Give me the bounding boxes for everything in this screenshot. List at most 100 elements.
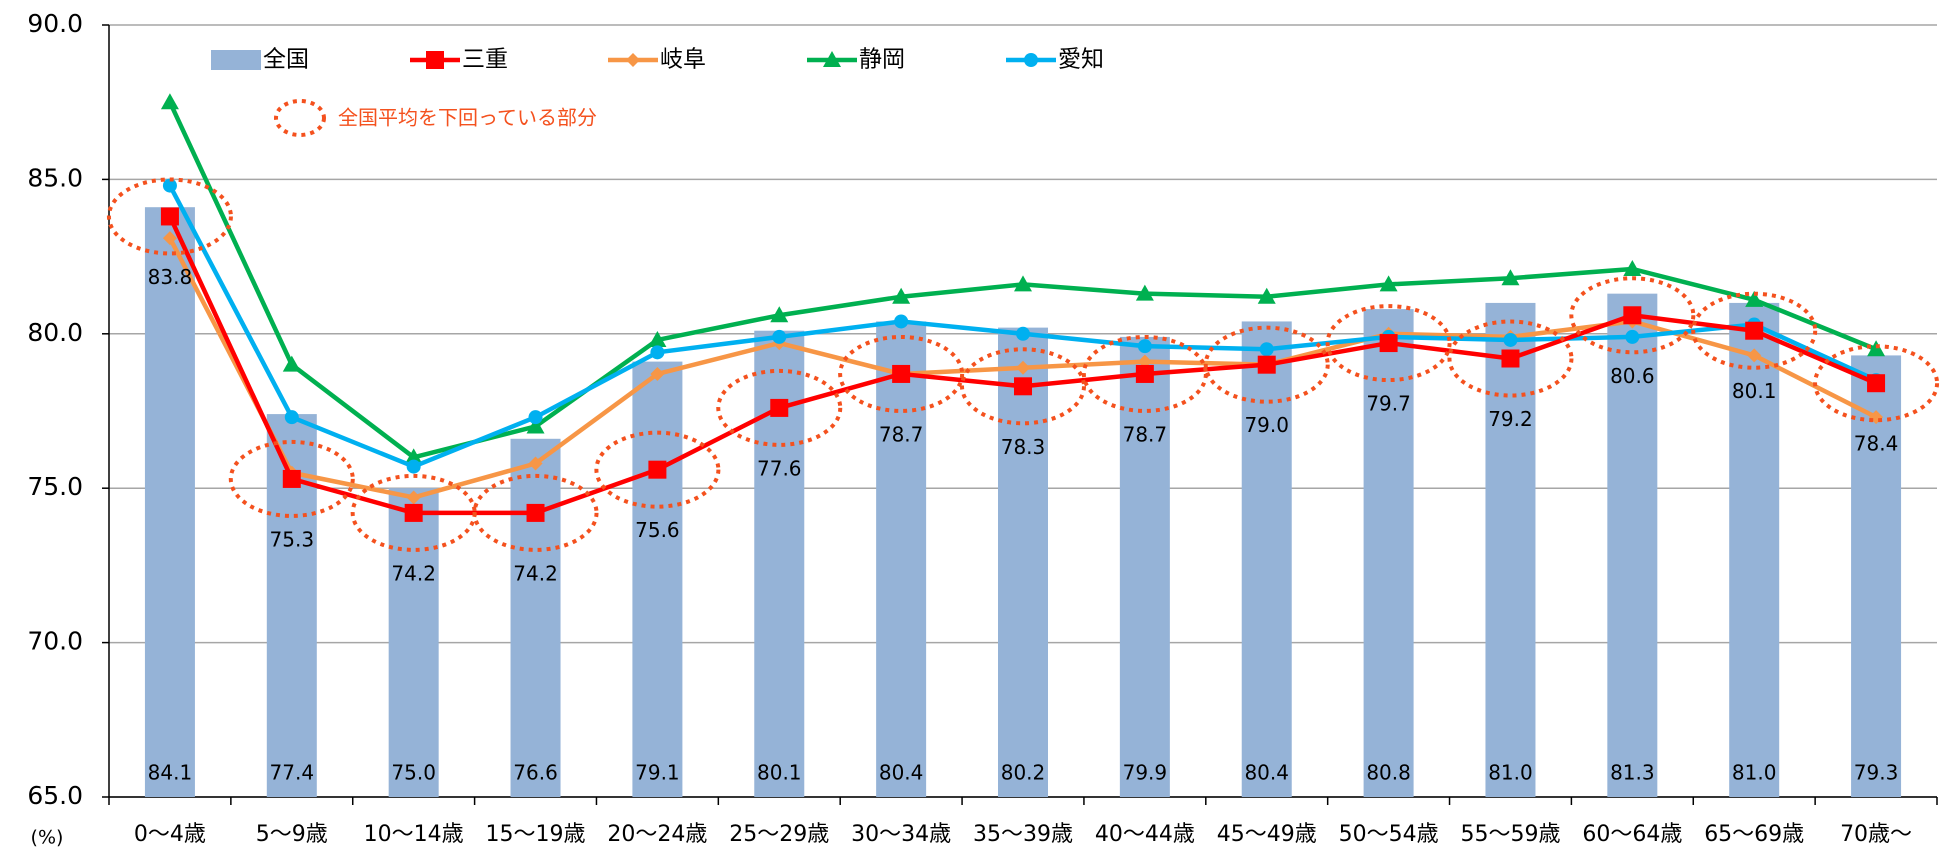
bar [1119, 336, 1170, 797]
marker [892, 287, 911, 304]
bar-value-label: 75.0 [391, 761, 436, 785]
bar-value-label: 81.3 [1610, 761, 1655, 785]
marker [1747, 348, 1762, 363]
x-tick-label: 0～4歳 [134, 822, 206, 847]
x-tick-label: 15～19歳 [486, 822, 586, 847]
marker [650, 366, 665, 381]
marker [1745, 321, 1764, 340]
line-value-label: 78.3 [1001, 435, 1046, 459]
x-tick-label: 60～64歳 [1582, 822, 1682, 847]
line-value-label: 80.6 [1610, 364, 1655, 388]
below-average-circle [106, 177, 233, 256]
below-average-circle [716, 368, 843, 447]
legend-label: 静岡 [859, 47, 905, 73]
below-average-circle [1569, 276, 1696, 355]
x-tick-label: 70歳～ [1840, 822, 1912, 847]
legend-marker [426, 51, 444, 69]
y-tick-label: 70.0 [27, 627, 83, 656]
marker [284, 410, 299, 425]
marker [528, 410, 543, 425]
x-tick-label: 30～34歳 [851, 822, 951, 847]
marker [1501, 269, 1520, 286]
line-value-label: 77.6 [757, 456, 802, 480]
marker [1259, 342, 1274, 357]
marker [1016, 360, 1030, 375]
bar [144, 207, 195, 797]
x-tick-label: 25～29歳 [729, 822, 829, 847]
x-tick-label: 10～14歳 [364, 822, 464, 847]
line-value-label: 78.7 [1123, 422, 1168, 446]
bar [876, 321, 927, 797]
marker [770, 306, 789, 323]
marker [1503, 332, 1518, 347]
marker [1867, 374, 1886, 393]
x-tick-label: 35～39歳 [973, 822, 1073, 847]
x-tick-label: 40～44歳 [1095, 822, 1195, 847]
bar [1729, 302, 1780, 797]
marker [1135, 364, 1154, 383]
bar [1607, 293, 1658, 797]
legend-swatch [211, 50, 261, 70]
marker [894, 314, 909, 329]
marker [526, 503, 545, 522]
x-tick-label: 45～49歳 [1217, 822, 1317, 847]
below-average-circle [1813, 344, 1940, 423]
marker [526, 417, 545, 434]
marker [1257, 287, 1276, 304]
marker [162, 178, 177, 193]
x-tick-label: 55～59歳 [1460, 822, 1560, 847]
marker [1137, 339, 1152, 354]
below-average-circle [472, 473, 599, 552]
bar [1485, 302, 1536, 797]
bar [1241, 321, 1292, 797]
bar-value-label: 80.4 [879, 761, 924, 785]
marker [404, 503, 423, 522]
x-tick-label: 20～24歳 [607, 822, 707, 847]
marker [1379, 275, 1398, 292]
marker [160, 93, 179, 110]
marker [406, 459, 421, 474]
marker [1257, 355, 1276, 374]
bar-value-label: 80.2 [1001, 761, 1046, 785]
marker [1625, 329, 1640, 344]
legend-label: 全国 [263, 47, 309, 73]
below-average-circle [594, 430, 721, 509]
marker [162, 231, 177, 246]
below-average-circle [228, 439, 355, 518]
annotation-label: 全国平均を下回っている部分 [338, 106, 597, 130]
marker [1014, 377, 1032, 396]
y-unit-label: (%) [31, 827, 64, 849]
bar [1363, 309, 1414, 797]
marker [160, 207, 179, 226]
marker [528, 456, 543, 471]
line-value-label: 74.2 [513, 561, 558, 585]
marker [1501, 349, 1520, 368]
bar-value-label: 79.1 [635, 761, 680, 785]
marker [282, 355, 301, 372]
x-tick-label: 65～69歳 [1704, 822, 1804, 847]
legend-label: 愛知 [1058, 47, 1104, 73]
line-value-label: 75.6 [635, 518, 680, 542]
y-tick-label: 90.0 [27, 9, 83, 38]
bar-value-label: 84.1 [148, 761, 193, 785]
bar-value-label: 80.1 [757, 761, 802, 785]
bar-value-label: 79.3 [1854, 761, 1899, 785]
below-average-circle [960, 347, 1086, 426]
legend-marker [823, 51, 841, 67]
marker [648, 330, 667, 347]
x-tick-label: 5～9歳 [256, 822, 328, 847]
bar-value-label: 81.0 [1488, 761, 1533, 785]
marker [1745, 290, 1764, 307]
legend-label: 三重 [462, 47, 508, 73]
marker [1379, 334, 1398, 353]
legend-label: 岐阜 [660, 47, 706, 73]
y-tick-label: 75.0 [27, 472, 83, 501]
marker [282, 469, 301, 488]
legend-marker [1024, 53, 1038, 67]
y-tick-label: 85.0 [27, 163, 83, 192]
line-value-label: 75.3 [270, 527, 315, 551]
below-average-circle [1203, 325, 1330, 404]
marker [770, 398, 789, 417]
